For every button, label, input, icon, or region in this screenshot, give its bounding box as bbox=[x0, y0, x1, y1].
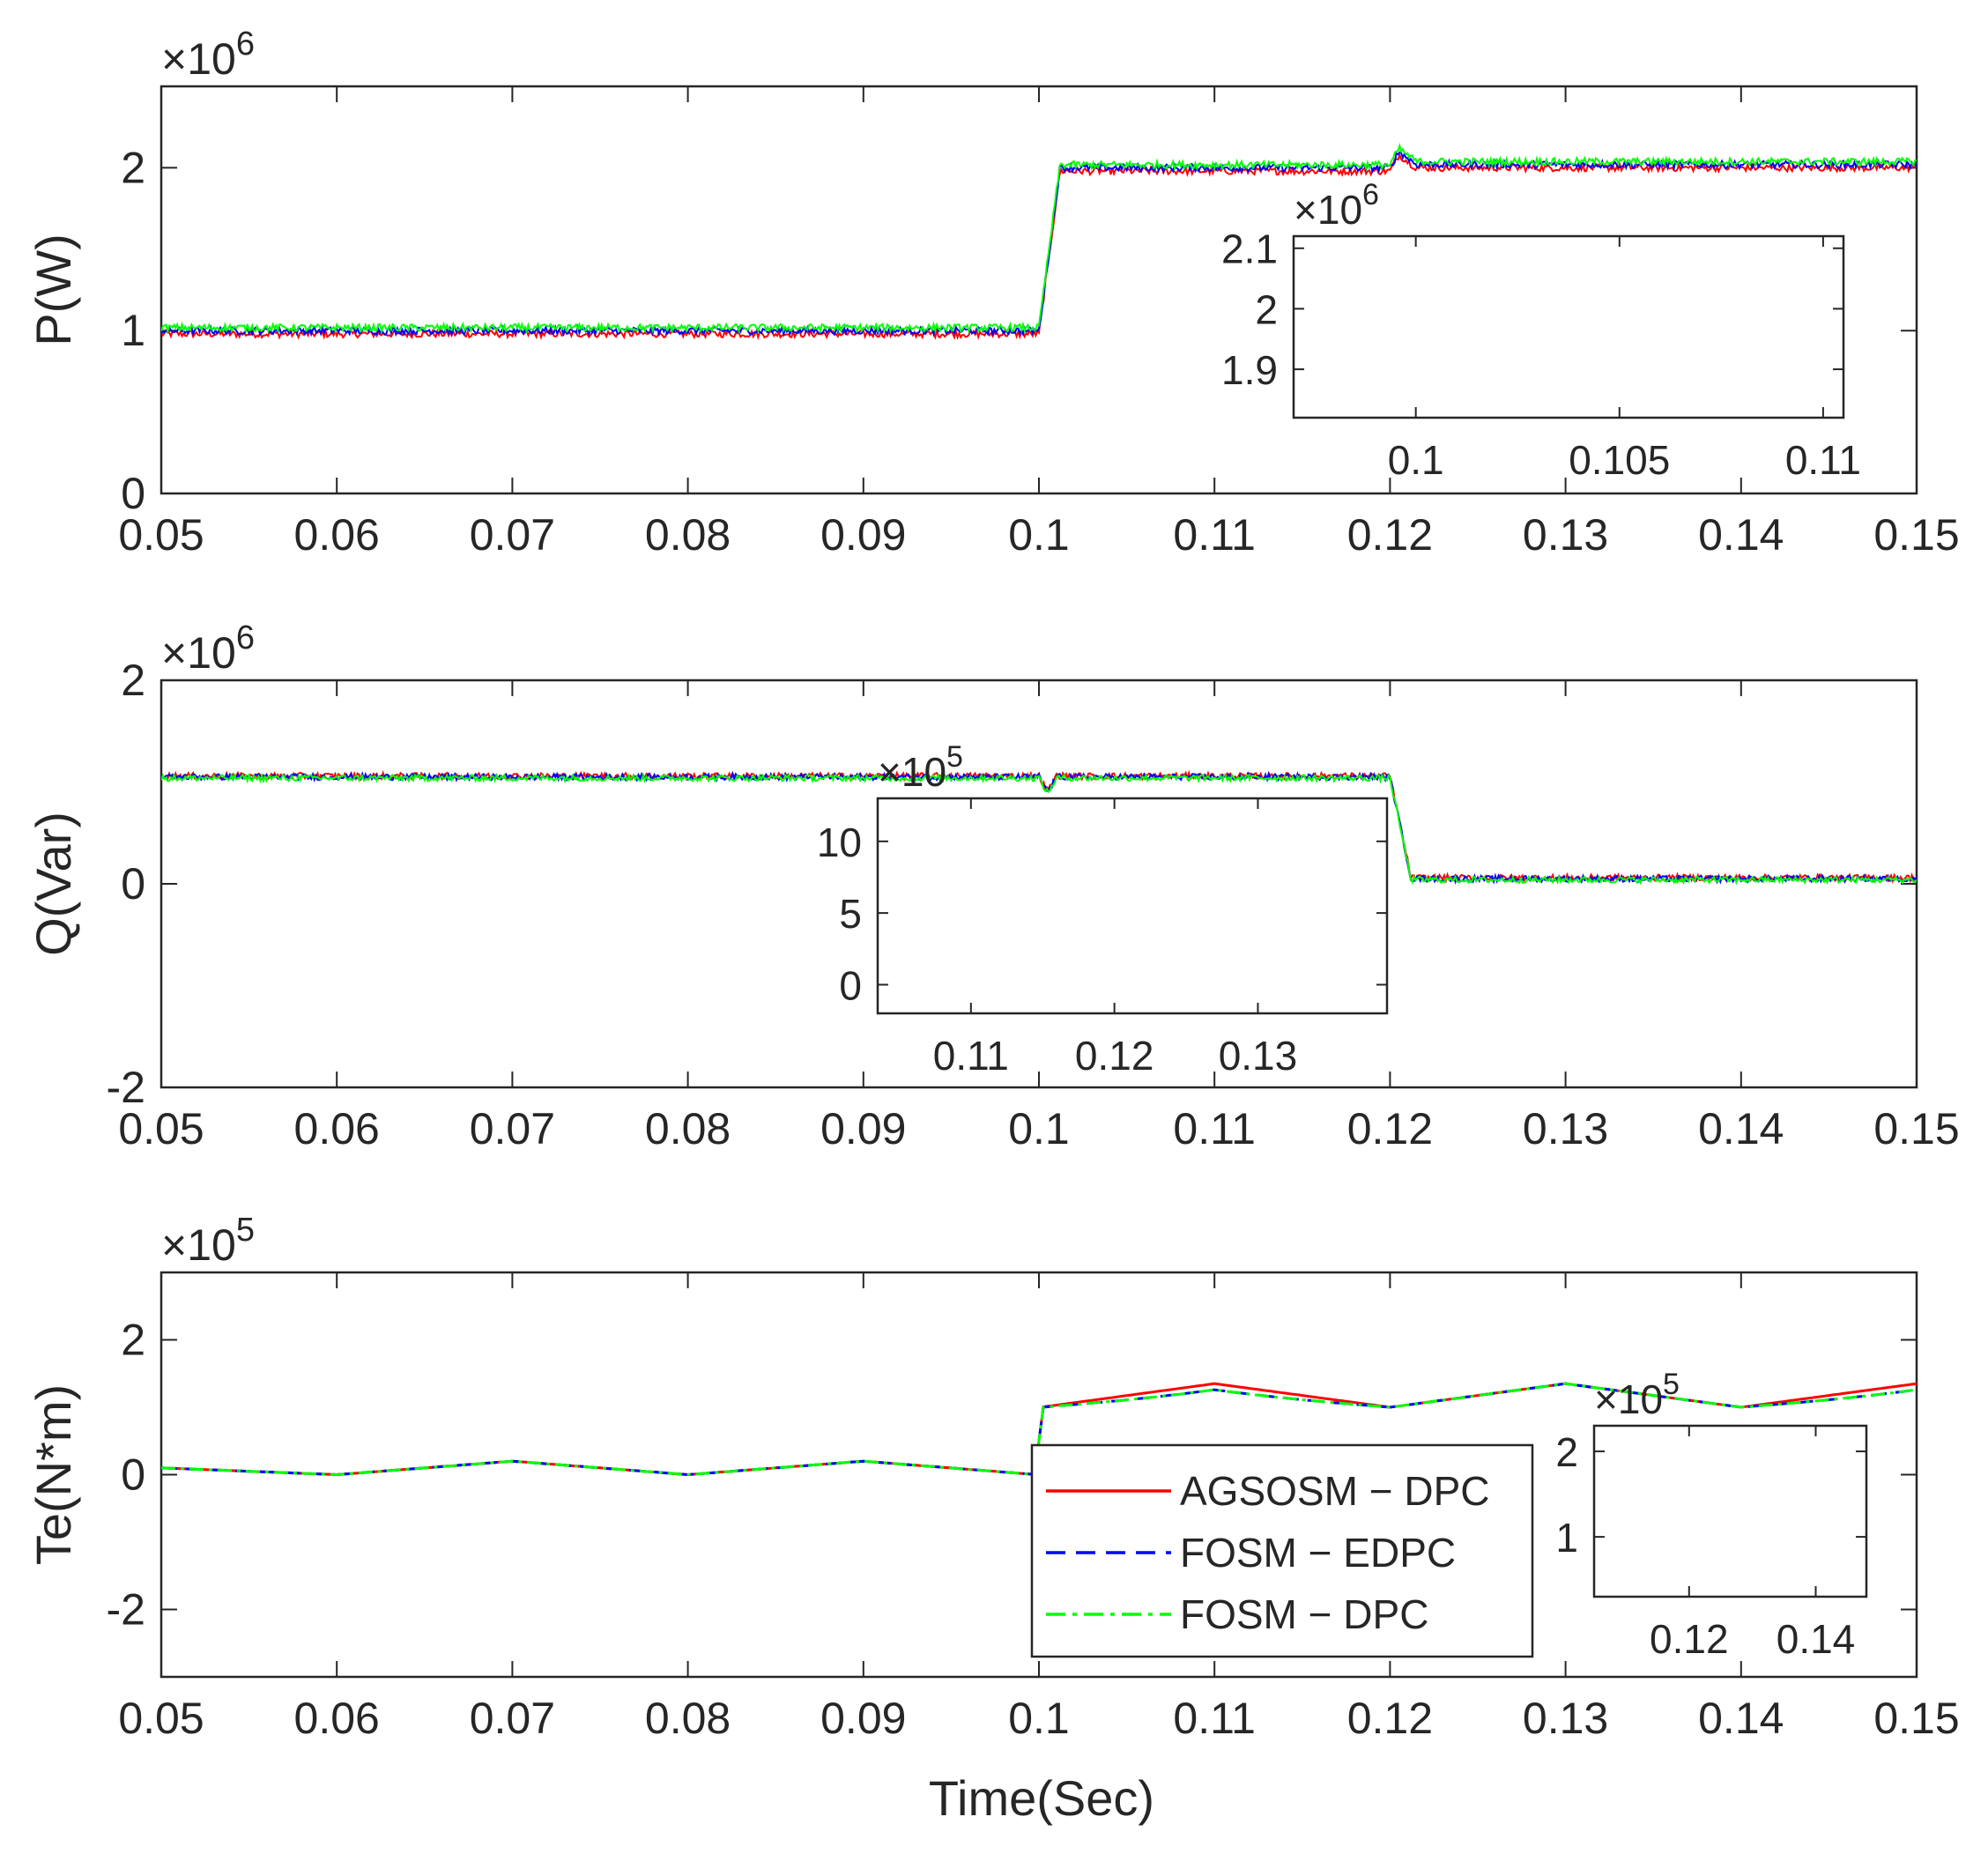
inset-1-xtick-label: 0.1 bbox=[1388, 437, 1444, 483]
panel-1-xtick-label: 0.12 bbox=[1347, 510, 1433, 560]
panel-1-xtick-label: 0.1 bbox=[1008, 510, 1070, 560]
panel-1-xtick-label: 0.14 bbox=[1698, 510, 1784, 560]
panel-2-ytick-label: 0 bbox=[121, 859, 145, 908]
panel-1-xtick-label: 0.05 bbox=[118, 510, 204, 560]
inset-3-multiplier: ×105 bbox=[1594, 1368, 1680, 1422]
inset-2: 0.11 0.12 0.13 0 5 10 ×105 bbox=[817, 740, 1389, 1079]
panel-2-xtick-label: 0.13 bbox=[1523, 1104, 1608, 1153]
panel-2-xtick-label: 0.14 bbox=[1698, 1104, 1784, 1153]
panel-1-xtick-label: 0.09 bbox=[820, 510, 906, 560]
panel-1-xtick-label: 0.13 bbox=[1523, 510, 1608, 560]
y-axis-label-2: Q(Var) bbox=[26, 812, 81, 956]
inset-2-ytick-label: 0 bbox=[839, 962, 862, 1008]
panel-1-xtick-label: 0.11 bbox=[1173, 510, 1256, 560]
panel-2-xtick-label: 0.1 bbox=[1008, 1104, 1070, 1153]
panel-2-xtick-label: 0.11 bbox=[1173, 1104, 1256, 1153]
series-line-3 bbox=[161, 771, 1917, 886]
panel-3-xtick-label: 0.14 bbox=[1698, 1694, 1784, 1743]
panel-3-ytick-label: 2 bbox=[121, 1316, 145, 1365]
panel-3-multiplier: ×105 bbox=[161, 1212, 255, 1270]
series-line-3 bbox=[161, 1382, 1917, 1477]
panel-3-xtick-label: 0.06 bbox=[294, 1694, 380, 1743]
panel-2: 0.05 0.06 0.07 0.08 0.09 0.1 0.11 0.12 0.13 0.14 0… bbox=[26, 619, 1960, 1153]
inset-3-ytick-label: 2 bbox=[1555, 1429, 1578, 1475]
inset-3-xtick-label: 0.14 bbox=[1777, 1616, 1856, 1662]
inset-3-xtick-label: 0.12 bbox=[1650, 1616, 1729, 1662]
inset-3-ytick-label: 1 bbox=[1555, 1515, 1578, 1561]
series-line-2 bbox=[161, 151, 1917, 338]
panel-3-xtick-label: 0.15 bbox=[1873, 1694, 1959, 1743]
inset-1: 0.1 0.105 0.11 1.9 2 2.1 ×106 bbox=[1221, 178, 1861, 483]
panel-1-xtick-label: 0.15 bbox=[1873, 510, 1959, 560]
panel-1-xtick-label: 0.06 bbox=[294, 510, 380, 560]
panel-3-xtick-label: 0.05 bbox=[118, 1694, 204, 1743]
panel-1-multiplier: ×106 bbox=[161, 26, 255, 84]
panel-2-xtick-label: 0.12 bbox=[1347, 1104, 1433, 1153]
panel-2-xtick-label: 0.08 bbox=[645, 1104, 731, 1153]
inset-2-xtick-label: 0.11 bbox=[933, 1033, 1009, 1079]
panel-1-ytick-label: 0 bbox=[121, 469, 145, 518]
inset-2-xtick-label: 0.13 bbox=[1219, 1033, 1298, 1079]
panel-3-xtick-label: 0.08 bbox=[645, 1694, 731, 1743]
panel-2-xtick-label: 0.05 bbox=[118, 1104, 204, 1153]
panel-2-multiplier: ×106 bbox=[161, 619, 255, 678]
legend: AGSOSM − DPC FOSM − EDPC FOSM − DPC bbox=[1030, 1443, 1534, 1658]
y-axis-label-3: Te(N*m) bbox=[26, 1384, 81, 1565]
inset-1-ytick-label: 2.1 bbox=[1221, 226, 1278, 272]
inset-1-xtick-label: 0.105 bbox=[1569, 437, 1670, 483]
inset-1-multiplier: ×106 bbox=[1294, 178, 1379, 233]
panel-1-xtick-label: 0.08 bbox=[645, 510, 731, 560]
inset-3: 0.12 0.14 1 2 ×105 bbox=[1555, 1368, 1868, 1662]
legend-label-1: AGSOSM − DPC bbox=[1180, 1468, 1489, 1514]
inset-2-xtick-label: 0.12 bbox=[1075, 1033, 1154, 1079]
panel-1: 0.05 0.06 0.07 0.08 0.09 0.1 0.11 0.12 0.13 0.14 0… bbox=[26, 26, 1960, 560]
panel-1-xtick-label: 0.07 bbox=[470, 510, 555, 560]
legend-box bbox=[1030, 1443, 1534, 1658]
inset-1-ytick-label: 2 bbox=[1255, 286, 1278, 332]
panel-2-xtick-label: 0.09 bbox=[820, 1104, 906, 1153]
panel-2-ytick-label: -2 bbox=[107, 1063, 145, 1112]
legend-label-3: FOSM − DPC bbox=[1180, 1591, 1428, 1637]
panel-2-xtick-label: 0.07 bbox=[470, 1104, 555, 1153]
inset-1-frame bbox=[1292, 234, 1845, 419]
inset-3-frame bbox=[1592, 1424, 1868, 1598]
panel-3-xtick-label: 0.09 bbox=[820, 1694, 906, 1743]
panel-3-xtick-label: 0.07 bbox=[470, 1694, 555, 1743]
panel-3-ytick-label: 0 bbox=[121, 1450, 145, 1500]
inset-1-xtick-label: 0.11 bbox=[1785, 437, 1861, 483]
panel-2-ytick-label: 2 bbox=[121, 656, 145, 705]
inset-1-ytick-label: 1.9 bbox=[1221, 347, 1278, 393]
panel-1-ytick-label: 2 bbox=[121, 143, 145, 192]
inset-2-multiplier: ×105 bbox=[878, 740, 963, 795]
y-axis-label-1: P(W) bbox=[26, 234, 81, 346]
inset-2-frame bbox=[876, 797, 1389, 1015]
panel-2-xtick-label: 0.15 bbox=[1873, 1104, 1959, 1153]
inset-2-ytick-label: 10 bbox=[817, 819, 862, 865]
inset-2-ytick-label: 5 bbox=[839, 891, 862, 937]
series-line-1 bbox=[161, 152, 1917, 341]
series-line-3 bbox=[161, 142, 1917, 335]
panel-3-xtick-label: 0.12 bbox=[1347, 1694, 1433, 1743]
x-axis-label: Time(Sec) bbox=[929, 1770, 1154, 1826]
panel-2-xtick-label: 0.06 bbox=[294, 1104, 380, 1153]
panel-3: 0.05 0.06 0.07 0.08 0.09 0.1 0.11 0.12 0.13 0.14 0… bbox=[26, 1212, 1960, 1743]
panel-3-xtick-label: 0.13 bbox=[1523, 1694, 1608, 1743]
panel-3-xtick-label: 0.1 bbox=[1008, 1694, 1070, 1743]
legend-label-2: FOSM − EDPC bbox=[1180, 1530, 1456, 1576]
panel-3-xtick-label: 0.11 bbox=[1173, 1694, 1256, 1743]
panel-3-ytick-label: -2 bbox=[107, 1585, 145, 1635]
panel-1-ytick-label: 1 bbox=[121, 306, 145, 355]
